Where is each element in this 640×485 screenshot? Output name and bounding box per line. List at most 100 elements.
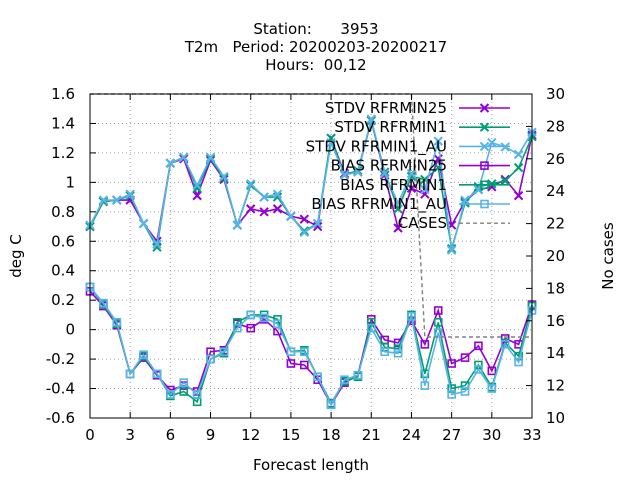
- data-point: [179, 152, 189, 163]
- x-tick-label: 3: [125, 426, 135, 444]
- y2-tick-label: 16: [546, 312, 565, 330]
- data-point: [259, 192, 269, 202]
- data-point: [379, 168, 390, 179]
- data-point: [152, 369, 162, 379]
- series-5: [85, 282, 537, 410]
- data-point: [393, 348, 403, 358]
- y2-tick-label: 26: [546, 150, 565, 168]
- x-axis-label: Forecast length: [253, 456, 369, 474]
- data-point: [179, 378, 189, 387]
- x-tick-label: 30: [482, 426, 501, 444]
- data-point: [313, 372, 322, 382]
- x-tick-label: 21: [362, 426, 381, 444]
- y2-tick-label: 14: [546, 344, 565, 362]
- y2-tick-label: 10: [546, 409, 565, 427]
- data-point: [286, 359, 296, 368]
- series-line: [89, 118, 533, 251]
- data-point: [447, 359, 456, 368]
- y-tick-label: -0.6: [46, 409, 75, 427]
- data-point: [139, 350, 148, 359]
- data-point: [205, 152, 216, 163]
- data-point: [407, 312, 416, 321]
- legend-label: BIAS RFRMIN25: [331, 157, 447, 175]
- data-point: [192, 190, 202, 201]
- data-point: [232, 220, 243, 230]
- data-point: [433, 306, 443, 315]
- data-point: [487, 384, 497, 393]
- data-point: [393, 223, 403, 233]
- data-point: [513, 149, 524, 160]
- data-point: [474, 341, 483, 351]
- y2-tick-label: 24: [546, 182, 565, 200]
- data-point: [487, 137, 497, 148]
- data-point: [259, 207, 269, 217]
- y2-tick-label: 20: [546, 247, 565, 265]
- data-point: [366, 114, 376, 124]
- data-point: [366, 317, 376, 327]
- data-point: [273, 315, 282, 324]
- data-point: [192, 183, 202, 193]
- x-tick-label: 6: [166, 426, 176, 444]
- data-point: [233, 323, 242, 333]
- data-point: [433, 328, 443, 337]
- data-point: [339, 170, 350, 180]
- data-point: [272, 189, 283, 199]
- legend-marker: [480, 161, 489, 170]
- legend-label: BIAS RFRMIN1_AU: [311, 195, 447, 214]
- data-point: [353, 167, 363, 177]
- y2-tick-label: 22: [546, 215, 565, 233]
- series-line: [89, 290, 533, 407]
- data-point: [474, 365, 483, 374]
- data-point: [192, 180, 202, 191]
- y2-tick-label: 30: [546, 85, 565, 103]
- data-point: [326, 137, 336, 148]
- legend-label: BIAS RFRMIN1: [340, 176, 447, 194]
- data-point: [514, 357, 523, 367]
- legend-marker: [479, 141, 490, 152]
- data-point: [500, 176, 510, 186]
- x-tick-label: 18: [322, 426, 341, 444]
- data-point: [219, 347, 229, 357]
- data-point: [99, 298, 108, 308]
- y-tick-label: 1.2: [51, 144, 75, 162]
- data-point: [246, 179, 256, 189]
- data-point: [233, 317, 242, 327]
- y-tick-label: -0.2: [46, 350, 75, 368]
- legend-marker: [480, 180, 489, 190]
- data-point: [420, 340, 430, 349]
- data-point: [98, 195, 109, 205]
- data-point: [380, 347, 389, 357]
- legend-label: STDV RFRMIN1_AU: [306, 137, 447, 156]
- legend-entry: BIAS RFRMIN1_AU: [311, 195, 510, 214]
- data-point: [433, 136, 443, 146]
- data-point: [179, 387, 189, 396]
- data-point: [406, 183, 417, 193]
- x-tick-label: 15: [281, 426, 300, 444]
- title-line: Station: 3953: [253, 20, 378, 38]
- legend-marker: [479, 103, 490, 113]
- data-point: [312, 221, 323, 232]
- series-2: [85, 114, 537, 255]
- data-point: [500, 340, 510, 349]
- data-point: [433, 317, 443, 327]
- data-point: [112, 317, 122, 327]
- legend-entry: BIAS RFRMIN25: [331, 157, 510, 175]
- data-point: [393, 198, 403, 208]
- y-tick-label: 1: [65, 173, 75, 191]
- data-point: [125, 369, 135, 379]
- y-tick-label: 0: [65, 321, 75, 339]
- y-tick-label: -0.4: [46, 380, 75, 398]
- y2-tick-label: 28: [546, 117, 565, 135]
- x-tick-label: 0: [85, 426, 95, 444]
- data-point: [487, 366, 497, 376]
- data-point: [166, 390, 175, 399]
- x-tick-label: 24: [402, 426, 421, 444]
- data-point: [192, 390, 202, 399]
- y-axis-label: deg C: [7, 234, 25, 278]
- y-tick-label: 0.2: [51, 291, 75, 309]
- data-point: [165, 158, 176, 168]
- legend-marker: [480, 199, 489, 209]
- data-point: [246, 204, 256, 214]
